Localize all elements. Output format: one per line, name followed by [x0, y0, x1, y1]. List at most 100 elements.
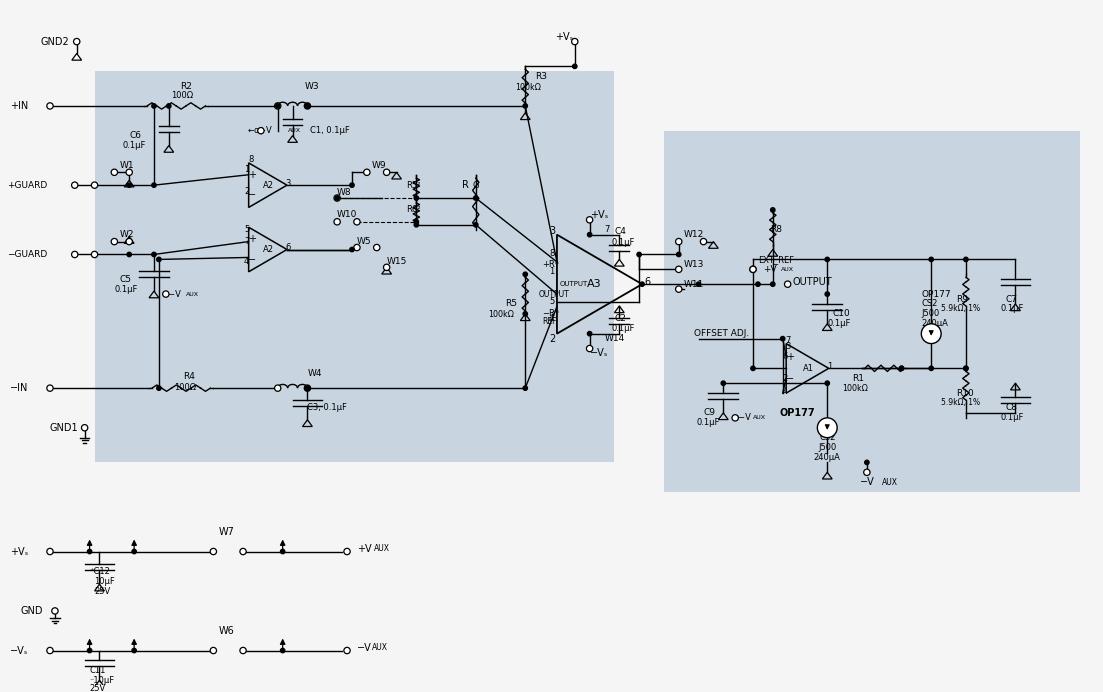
Circle shape [157, 386, 161, 390]
Circle shape [306, 386, 310, 390]
Text: 2: 2 [549, 334, 555, 344]
Circle shape [675, 239, 682, 245]
Text: A1: A1 [803, 364, 814, 373]
Circle shape [111, 239, 118, 245]
Text: 0.1μF: 0.1μF [1000, 413, 1024, 422]
Circle shape [572, 64, 577, 69]
Circle shape [414, 219, 418, 224]
Text: 4: 4 [549, 314, 555, 323]
Text: AUX: AUX [753, 415, 765, 420]
Text: 240μA: 240μA [921, 319, 949, 328]
Circle shape [588, 331, 592, 336]
Text: 7: 7 [785, 336, 791, 345]
Circle shape [46, 103, 53, 109]
Circle shape [275, 385, 281, 391]
Text: OUTPUT: OUTPUT [793, 277, 833, 287]
Circle shape [111, 169, 118, 176]
Text: 2: 2 [783, 374, 788, 383]
FancyBboxPatch shape [95, 71, 614, 462]
Circle shape [335, 196, 340, 200]
Circle shape [865, 460, 869, 464]
Circle shape [304, 103, 311, 109]
Circle shape [350, 247, 354, 252]
Text: ⁺C12: ⁺C12 [89, 567, 110, 576]
Text: R10: R10 [956, 389, 974, 398]
Circle shape [276, 104, 280, 108]
Circle shape [676, 253, 681, 257]
Text: ⁻10μF: ⁻10μF [89, 676, 115, 685]
Circle shape [964, 366, 968, 370]
Text: 6: 6 [783, 352, 788, 361]
Circle shape [344, 548, 350, 555]
Text: +Vₛ: +Vₛ [10, 547, 29, 556]
Circle shape [414, 223, 418, 227]
Circle shape [675, 286, 682, 292]
Circle shape [588, 233, 592, 237]
Text: 25V: 25V [95, 587, 110, 596]
Text: R1: R1 [852, 374, 864, 383]
Text: OP177: OP177 [780, 408, 815, 418]
Circle shape [414, 196, 418, 200]
Circle shape [899, 366, 903, 370]
Text: W6: W6 [218, 626, 234, 636]
Text: W11: W11 [684, 280, 704, 289]
Circle shape [473, 196, 478, 200]
Circle shape [587, 217, 592, 223]
Circle shape [162, 291, 169, 298]
Circle shape [523, 311, 527, 316]
Text: AUX: AUX [372, 643, 388, 652]
Text: −: − [248, 190, 256, 200]
Circle shape [750, 266, 757, 273]
Text: 3: 3 [549, 226, 555, 236]
Circle shape [825, 292, 829, 296]
Text: 7: 7 [244, 237, 249, 246]
Circle shape [864, 469, 870, 475]
Circle shape [384, 264, 389, 271]
Text: R2: R2 [180, 82, 192, 91]
Circle shape [587, 345, 592, 352]
Text: W10: W10 [338, 210, 357, 219]
Circle shape [276, 386, 280, 390]
Text: o−V: o−V [164, 289, 182, 298]
Text: W8: W8 [338, 188, 352, 197]
Circle shape [750, 266, 757, 273]
Text: 6: 6 [286, 243, 291, 252]
Text: W14: W14 [604, 334, 624, 343]
Circle shape [127, 253, 131, 257]
Circle shape [46, 647, 53, 654]
Circle shape [364, 169, 370, 176]
Text: C11: C11 [89, 666, 106, 675]
Circle shape [354, 244, 360, 251]
Circle shape [126, 239, 132, 245]
Circle shape [700, 239, 707, 245]
Text: AUX: AUX [288, 128, 301, 133]
Circle shape [636, 253, 641, 257]
Text: C1, 0.1μF: C1, 0.1μF [310, 126, 350, 135]
Circle shape [280, 648, 285, 653]
Circle shape [334, 195, 341, 201]
Text: +: + [248, 235, 256, 244]
Text: 5.9kΩ, 1%: 5.9kΩ, 1% [941, 399, 981, 408]
Text: J500: J500 [921, 309, 940, 318]
Circle shape [304, 385, 311, 391]
Circle shape [721, 381, 726, 385]
Circle shape [825, 381, 829, 385]
Text: −: − [248, 255, 256, 264]
Text: GND: GND [20, 606, 43, 616]
Circle shape [306, 386, 310, 390]
Circle shape [239, 548, 246, 555]
Text: −Vₛ: −Vₛ [590, 349, 608, 358]
Text: 8: 8 [248, 155, 254, 164]
Circle shape [306, 104, 310, 108]
Text: R: R [462, 180, 469, 190]
Text: 25V: 25V [89, 684, 106, 692]
Text: +V: +V [357, 543, 372, 554]
Text: AUX: AUX [185, 291, 199, 297]
Text: −GUARD: −GUARD [8, 250, 47, 259]
Text: C7: C7 [1006, 295, 1017, 304]
Circle shape [756, 282, 760, 286]
Circle shape [964, 257, 968, 262]
Text: +V: +V [763, 265, 777, 274]
Text: CS2: CS2 [820, 433, 835, 442]
Circle shape [964, 366, 968, 370]
